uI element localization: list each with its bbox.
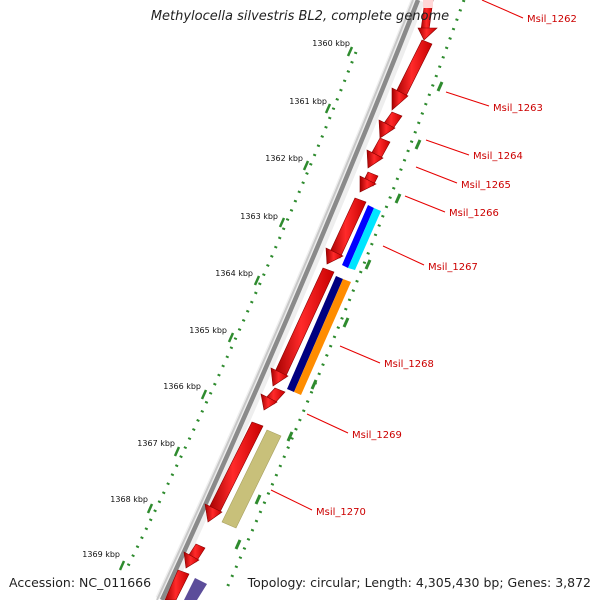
genome-backbone: [159, 0, 421, 600]
gene-arrow-next-1-head[interactable]: [183, 551, 200, 569]
gene-arrow-msil-1265-head[interactable]: [366, 149, 384, 169]
gene-arrow-msil-1267-head[interactable]: [325, 247, 344, 265]
gene-label-msil-1263[interactable]: Msil_1263: [493, 103, 543, 114]
gene-labels: Msil_1262 Msil_1263 Msil_1264 Msil_1265 …: [316, 14, 577, 518]
gene-arrow-next-2[interactable]: [164, 569, 190, 600]
gene-label-msil-1265[interactable]: Msil_1265: [461, 180, 511, 191]
cog-bar-purple: [184, 578, 207, 600]
ruler-label: 1360 kbp: [312, 39, 350, 48]
gene-arrow-msil-1269-head[interactable]: [260, 393, 278, 411]
gene-label-msil-1266[interactable]: Msil_1266: [449, 208, 499, 219]
gene-arrow-msil-1264-head[interactable]: [378, 119, 396, 139]
ruler-label: 1367 kbp: [137, 439, 175, 448]
gene-arrow-msil-1266-head[interactable]: [359, 175, 377, 193]
accession-text: Accession: NC_011666: [9, 575, 152, 590]
gene-arrow-msil-1262-head[interactable]: [417, 27, 438, 41]
cog-bar-cyan: [348, 208, 381, 270]
ruler-label: 1369 kbp: [82, 550, 120, 559]
map-title: Methylocella silvestris BL2, complete ge…: [150, 9, 450, 24]
leader-lines: [270, 0, 524, 511]
ruler-label: 1363 kbp: [240, 212, 278, 221]
gene-label-msil-1264[interactable]: Msil_1264: [473, 151, 523, 162]
genome-backbone-shadow: [156, 0, 414, 600]
outer-track-dashes: [234, 81, 444, 550]
cog-bar-orange: [294, 279, 351, 395]
ruler-label: 1368 kbp: [110, 495, 148, 504]
gene-arrow-msil-1263-head[interactable]: [391, 87, 409, 111]
topology-text: Topology: circular; Length: 4,305,430 bp…: [247, 575, 591, 590]
cog-bar-navy: [287, 276, 343, 392]
ruler-label: 1364 kbp: [215, 269, 253, 278]
cog-bar-khaki: [221, 429, 282, 529]
ruler-labels: 1360 kbp 1361 kbp 1362 kbp 1363 kbp 1364…: [82, 39, 350, 559]
gene-arrows: [164, 0, 438, 600]
ruler-label: 1362 kbp: [265, 154, 303, 163]
cog-bar-blue: [342, 205, 374, 268]
ruler-label: 1361 kbp: [289, 97, 327, 106]
ruler-label: 1365 kbp: [189, 326, 227, 335]
gene-label-msil-1262[interactable]: Msil_1262: [527, 14, 577, 25]
cog-bars: [184, 205, 381, 600]
gene-arrow-msil-1270-head[interactable]: [204, 503, 223, 523]
gene-label-msil-1267[interactable]: Msil_1267: [428, 262, 478, 273]
gene-label-msil-1268[interactable]: Msil_1268: [384, 359, 434, 370]
ruler-ticks: [118, 46, 354, 571]
gene-arrow-msil-1267[interactable]: [328, 197, 367, 259]
gene-label-msil-1269[interactable]: Msil_1269: [352, 430, 402, 441]
gene-arrow-msil-1268-head[interactable]: [270, 367, 289, 387]
gene-highlight: [423, 0, 433, 8]
ruler-label: 1366 kbp: [163, 382, 201, 391]
gene-label-msil-1270[interactable]: Msil_1270: [316, 507, 366, 518]
